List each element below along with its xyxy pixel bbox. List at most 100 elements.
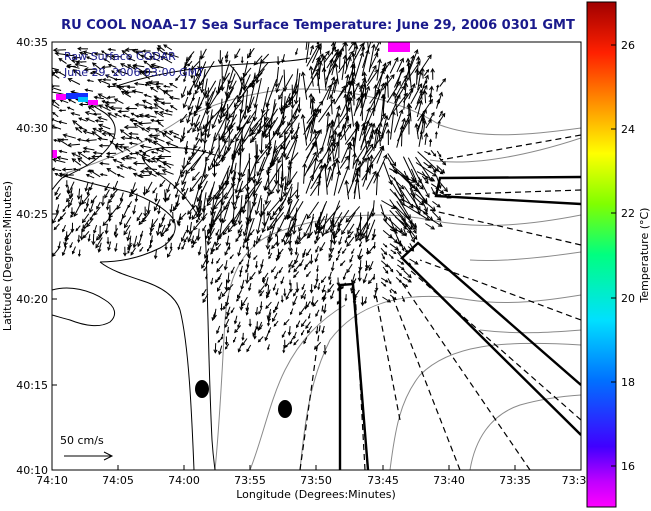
current-vector-head (273, 179, 279, 185)
current-vector-head (55, 209, 60, 214)
current-vector (81, 224, 88, 232)
current-vector (230, 266, 235, 274)
current-vector-head (150, 63, 156, 68)
current-vector (193, 212, 208, 231)
current-vector-head (376, 88, 381, 94)
current-vector (119, 216, 124, 225)
current-vector (375, 48, 380, 55)
current-vector (86, 56, 95, 61)
current-vector (161, 213, 166, 221)
current-vector (345, 180, 350, 200)
current-vector (269, 206, 280, 220)
current-vector-head (432, 169, 437, 173)
current-vector-head (82, 146, 88, 151)
current-vector (169, 53, 179, 58)
current-vector (115, 143, 125, 146)
current-vector (141, 127, 150, 133)
current-vector (293, 331, 297, 339)
current-vector-head (350, 77, 356, 82)
current-vector (271, 145, 283, 166)
current-vector-head (143, 93, 148, 98)
current-vector-head (70, 214, 74, 218)
current-vector (193, 102, 203, 117)
current-vector-head (57, 120, 62, 124)
current-vector (129, 136, 137, 140)
current-vector-head (132, 65, 138, 70)
current-vector (82, 219, 90, 229)
current-vector-head (423, 207, 428, 213)
current-vector-head (224, 346, 228, 350)
current-vector-head (275, 88, 280, 94)
current-vector (315, 309, 320, 317)
current-vector-head (119, 221, 123, 226)
current-vector-head (428, 138, 433, 143)
current-vector (438, 111, 443, 118)
current-vector (135, 104, 146, 106)
current-vector (109, 107, 123, 109)
current-vector-head (318, 100, 324, 106)
current-vector (93, 224, 98, 234)
current-vector (191, 205, 201, 220)
current-vectors (52, 42, 452, 356)
current-vector-head (245, 312, 249, 316)
current-vector-head (188, 216, 192, 221)
current-vector (156, 148, 164, 153)
current-vector-head (446, 194, 452, 199)
current-vector (62, 205, 68, 212)
current-vector-head (212, 172, 217, 178)
current-vector (124, 216, 132, 228)
colorbar: 26 24 22 20 18 16 Temperature (°C) (586, 1, 651, 508)
current-vector-head (189, 187, 195, 193)
current-vector-head (424, 179, 429, 184)
current-vector-head (156, 47, 161, 52)
current-vector-head (281, 59, 285, 64)
current-vector (218, 291, 223, 300)
current-vector-head (368, 266, 373, 272)
current-vector (222, 225, 230, 235)
current-vector (132, 65, 144, 73)
current-vector (239, 109, 242, 131)
current-vector-head (152, 140, 158, 146)
current-vector (403, 186, 421, 211)
current-vector-head (288, 100, 293, 106)
current-vector-head (96, 206, 100, 210)
current-vector-head (278, 197, 284, 203)
current-vector-head (198, 138, 204, 144)
current-vector (287, 198, 300, 220)
current-vector-head (117, 109, 122, 114)
current-vector-head (306, 252, 310, 257)
current-vector (150, 235, 153, 243)
current-vector-head (190, 65, 196, 71)
current-vector-head (116, 166, 120, 169)
current-vector-head (53, 226, 57, 231)
current-vector (274, 271, 279, 279)
current-vector-head (186, 130, 190, 134)
current-vector-head (54, 191, 59, 197)
current-vector (55, 173, 63, 178)
current-vector (69, 198, 74, 206)
current-vector (309, 93, 312, 109)
current-vector-head (336, 288, 340, 292)
current-vector (271, 240, 279, 249)
current-vector (289, 159, 292, 185)
current-vector-head (82, 224, 87, 230)
current-vector (273, 306, 277, 313)
current-vector-head (119, 164, 124, 168)
current-vector-head (367, 250, 372, 255)
current-vector-head (287, 247, 293, 253)
current-vector-head (294, 259, 299, 265)
current-vector (210, 193, 220, 215)
current-vector (374, 290, 377, 299)
current-vector (239, 174, 257, 193)
y-tick-label: 40:25 (16, 208, 48, 221)
current-vector (300, 289, 306, 299)
current-vector (395, 277, 402, 283)
current-vector (345, 42, 348, 70)
current-vector-head (359, 244, 362, 248)
current-vector (204, 248, 210, 259)
current-vector-head (215, 247, 219, 251)
current-vector-head (361, 82, 367, 88)
coast-outline (52, 91, 116, 191)
current-vector (127, 201, 133, 208)
current-vector (415, 186, 427, 204)
